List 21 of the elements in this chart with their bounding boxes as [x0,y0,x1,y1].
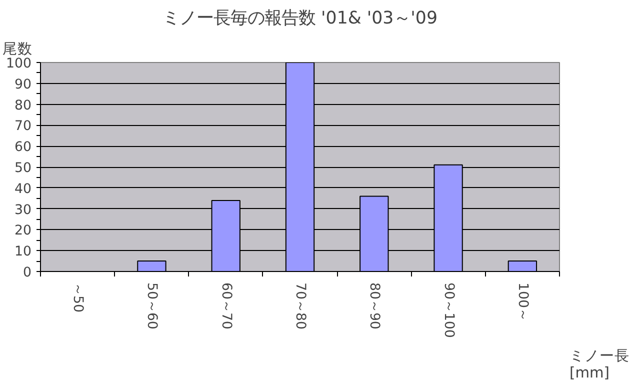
y-tick-label: 20 [14,224,32,239]
x-tick-label: 50～60 [144,282,160,330]
x-tick-label: ～50 [70,282,86,312]
y-tick-label: 100 [6,56,32,72]
y-tick-label: 90 [14,77,32,92]
x-tick-label: 100～ [514,282,530,321]
y-tick-label: 50 [14,161,32,176]
x-axis-title: ミノー長 [mm] [570,348,630,382]
chart-title: ミノー長毎の報告数 '01& '03～'09 [162,8,438,28]
y-tick-label: 30 [14,202,32,218]
y-tick-label: 10 [14,244,32,260]
y-tick-label: 70 [14,119,32,134]
x-tick-label: 80～90 [366,282,382,330]
x-tick-label: 70～80 [292,282,308,330]
y-tick-label: 40 [14,182,32,197]
y-axis-title: 尾数 [2,40,32,58]
y-tick-label: 0 [23,266,32,280]
x-tick-label: 60～70 [218,282,234,330]
y-tick-label: 60 [14,140,32,156]
y-tick-label: 80 [14,98,32,114]
x-tick-label: 90～100 [440,282,456,338]
